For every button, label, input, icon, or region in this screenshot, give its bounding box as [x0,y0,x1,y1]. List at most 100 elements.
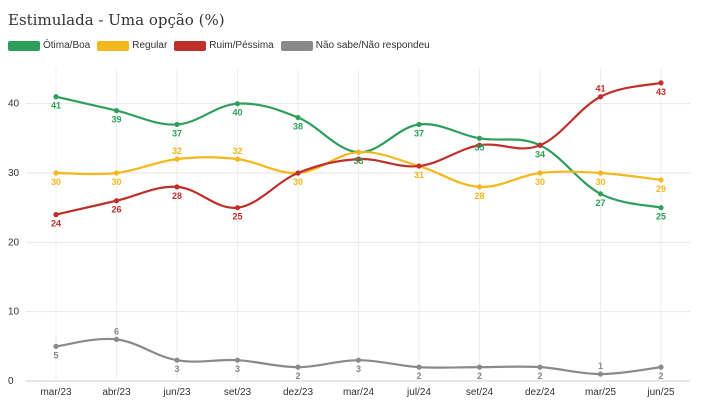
data-point-regular [355,149,362,155]
data-label-ruim-p-ssima: 25 [232,212,242,222]
data-label-n-o-sabe-n-o-respondeu: 1 [598,361,603,371]
legend-label-otima-boa: Ótima/Boa [43,40,91,51]
data-label-ruim-p-ssima: 41 [595,84,605,94]
x-tick-label: jun/25 [646,387,675,398]
data-point-ruim-p-ssima [295,170,301,176]
legend-label-regular: Regular [132,40,168,51]
data-label-regular: 30 [595,177,605,187]
data-point-ruim-p-ssima [234,205,241,211]
data-point--tima-boa [113,108,120,114]
legend-label-ruim-pessima: Ruim/Péssima [209,40,274,51]
data-point-n-o-sabe-n-o-respondeu [658,364,664,370]
data-label-ruim-p-ssima: 43 [656,87,666,97]
data-point-regular [476,184,483,190]
data-label--tima-boa: 25 [656,212,666,222]
x-tick-label: mar/24 [343,387,375,398]
data-label-n-o-sabe-n-o-respondeu: 2 [295,371,300,381]
chart-legend: Ótima/Boa Regular Ruim/Péssima Não sabe/… [8,40,437,51]
data-label--tima-boa: 40 [232,108,242,118]
legend-swatch-regular [97,40,130,51]
data-point-n-o-sabe-n-o-respondeu [113,336,120,342]
x-tick-label: set/24 [466,387,494,398]
data-point-n-o-sabe-n-o-respondeu [416,364,422,370]
data-label-n-o-sabe-n-o-respondeu: 6 [114,326,119,336]
data-label-n-o-sabe-n-o-respondeu: 3 [356,364,361,374]
legend-item-otima-boa[interactable]: Ótima/Boa [8,40,90,51]
chart-subtitle: Estimulada - Uma opção (%) [8,11,225,29]
data-label-n-o-sabe-n-o-respondeu: 2 [658,371,663,381]
series-layer [53,80,664,377]
data-label--tima-boa: 37 [414,128,424,138]
x-tick-label: jun/23 [162,387,191,398]
data-label--tima-boa: 39 [111,115,121,125]
data-label-regular: 29 [656,184,666,194]
x-tick-label: mar/23 [40,387,72,398]
legend-swatch-nao-sabe [280,40,313,51]
data-point--tima-boa [416,121,422,128]
data-point-regular [597,170,604,176]
x-tick-label: set/23 [224,387,252,398]
data-label-regular: 30 [51,177,61,187]
y-tick-label: 40 [8,99,20,110]
legend-swatch-ruim-pessima [174,40,207,51]
data-point--tima-boa [295,114,301,121]
data-label-n-o-sabe-n-o-respondeu: 5 [53,350,58,360]
data-point-ruim-p-ssima [113,198,120,204]
data-point-regular [234,156,241,162]
data-point-ruim-p-ssima [355,156,362,162]
legend-item-ruim-pessima[interactable]: Ruim/Péssima [174,40,274,51]
grid-layer [26,69,690,382]
y-tick-label: 10 [8,307,20,318]
data-point-n-o-sabe-n-o-respondeu [174,357,180,363]
y-tick-label: 20 [8,237,20,248]
data-point-ruim-p-ssima [416,163,422,169]
data-point-n-o-sabe-n-o-respondeu [234,357,241,363]
data-point-n-o-sabe-n-o-respondeu [355,357,362,363]
data-label-n-o-sabe-n-o-respondeu: 2 [477,371,482,381]
data-label-regular: 31 [414,170,424,180]
data-point-n-o-sabe-n-o-respondeu [597,371,604,377]
data-label--tima-boa: 35 [474,142,484,152]
data-point-n-o-sabe-n-o-respondeu [53,343,59,349]
x-tick-label: dez/24 [525,387,555,398]
legend-label-nao-sabe: Não sabe/Não respondeu [315,40,430,51]
data-point-regular [658,177,664,183]
data-label-regular: 28 [474,191,484,201]
data-label-ruim-p-ssima: 24 [51,219,61,229]
data-point-regular [537,170,543,176]
data-label--tima-boa: 27 [595,198,605,208]
data-label--tima-boa: 33 [353,156,363,166]
data-label-regular: 32 [172,146,182,156]
data-label-n-o-sabe-n-o-respondeu: 2 [537,371,542,381]
data-point-regular [113,170,120,176]
y-tick-label: 30 [8,168,20,179]
data-point-ruim-p-ssima [174,184,180,190]
data-label-n-o-sabe-n-o-respondeu: 3 [235,364,240,374]
x-tick-label: mar/25 [585,387,617,398]
data-point-ruim-p-ssima [476,142,483,148]
data-label-regular: 30 [293,177,303,187]
data-label--tima-boa: 34 [535,149,545,159]
y-tick-label: 0 [8,376,14,387]
data-label--tima-boa: 41 [51,101,61,111]
data-point-ruim-p-ssima [537,142,543,148]
data-point--tima-boa [53,94,59,100]
legend-item-regular[interactable]: Regular [97,40,167,51]
data-point--tima-boa [476,135,483,141]
data-point-n-o-sabe-n-o-respondeu [537,364,543,370]
data-point--tima-boa [234,101,241,107]
data-label-n-o-sabe-n-o-respondeu: 3 [174,364,179,374]
x-tick-label: dez/23 [283,387,313,398]
data-point-regular [174,156,180,162]
data-label-ruim-p-ssima: 28 [172,191,182,201]
data-point-ruim-p-ssima [597,94,604,100]
legend-swatch-otima-boa [8,40,40,51]
legend-item-nao-sabe[interactable]: Não sabe/Não respondeu [280,40,430,51]
data-point-ruim-p-ssima [658,80,664,86]
x-tick-label: abr/23 [102,387,131,398]
data-point--tima-boa [597,191,604,197]
data-point-regular [53,170,59,176]
data-point-n-o-sabe-n-o-respondeu [295,364,301,370]
